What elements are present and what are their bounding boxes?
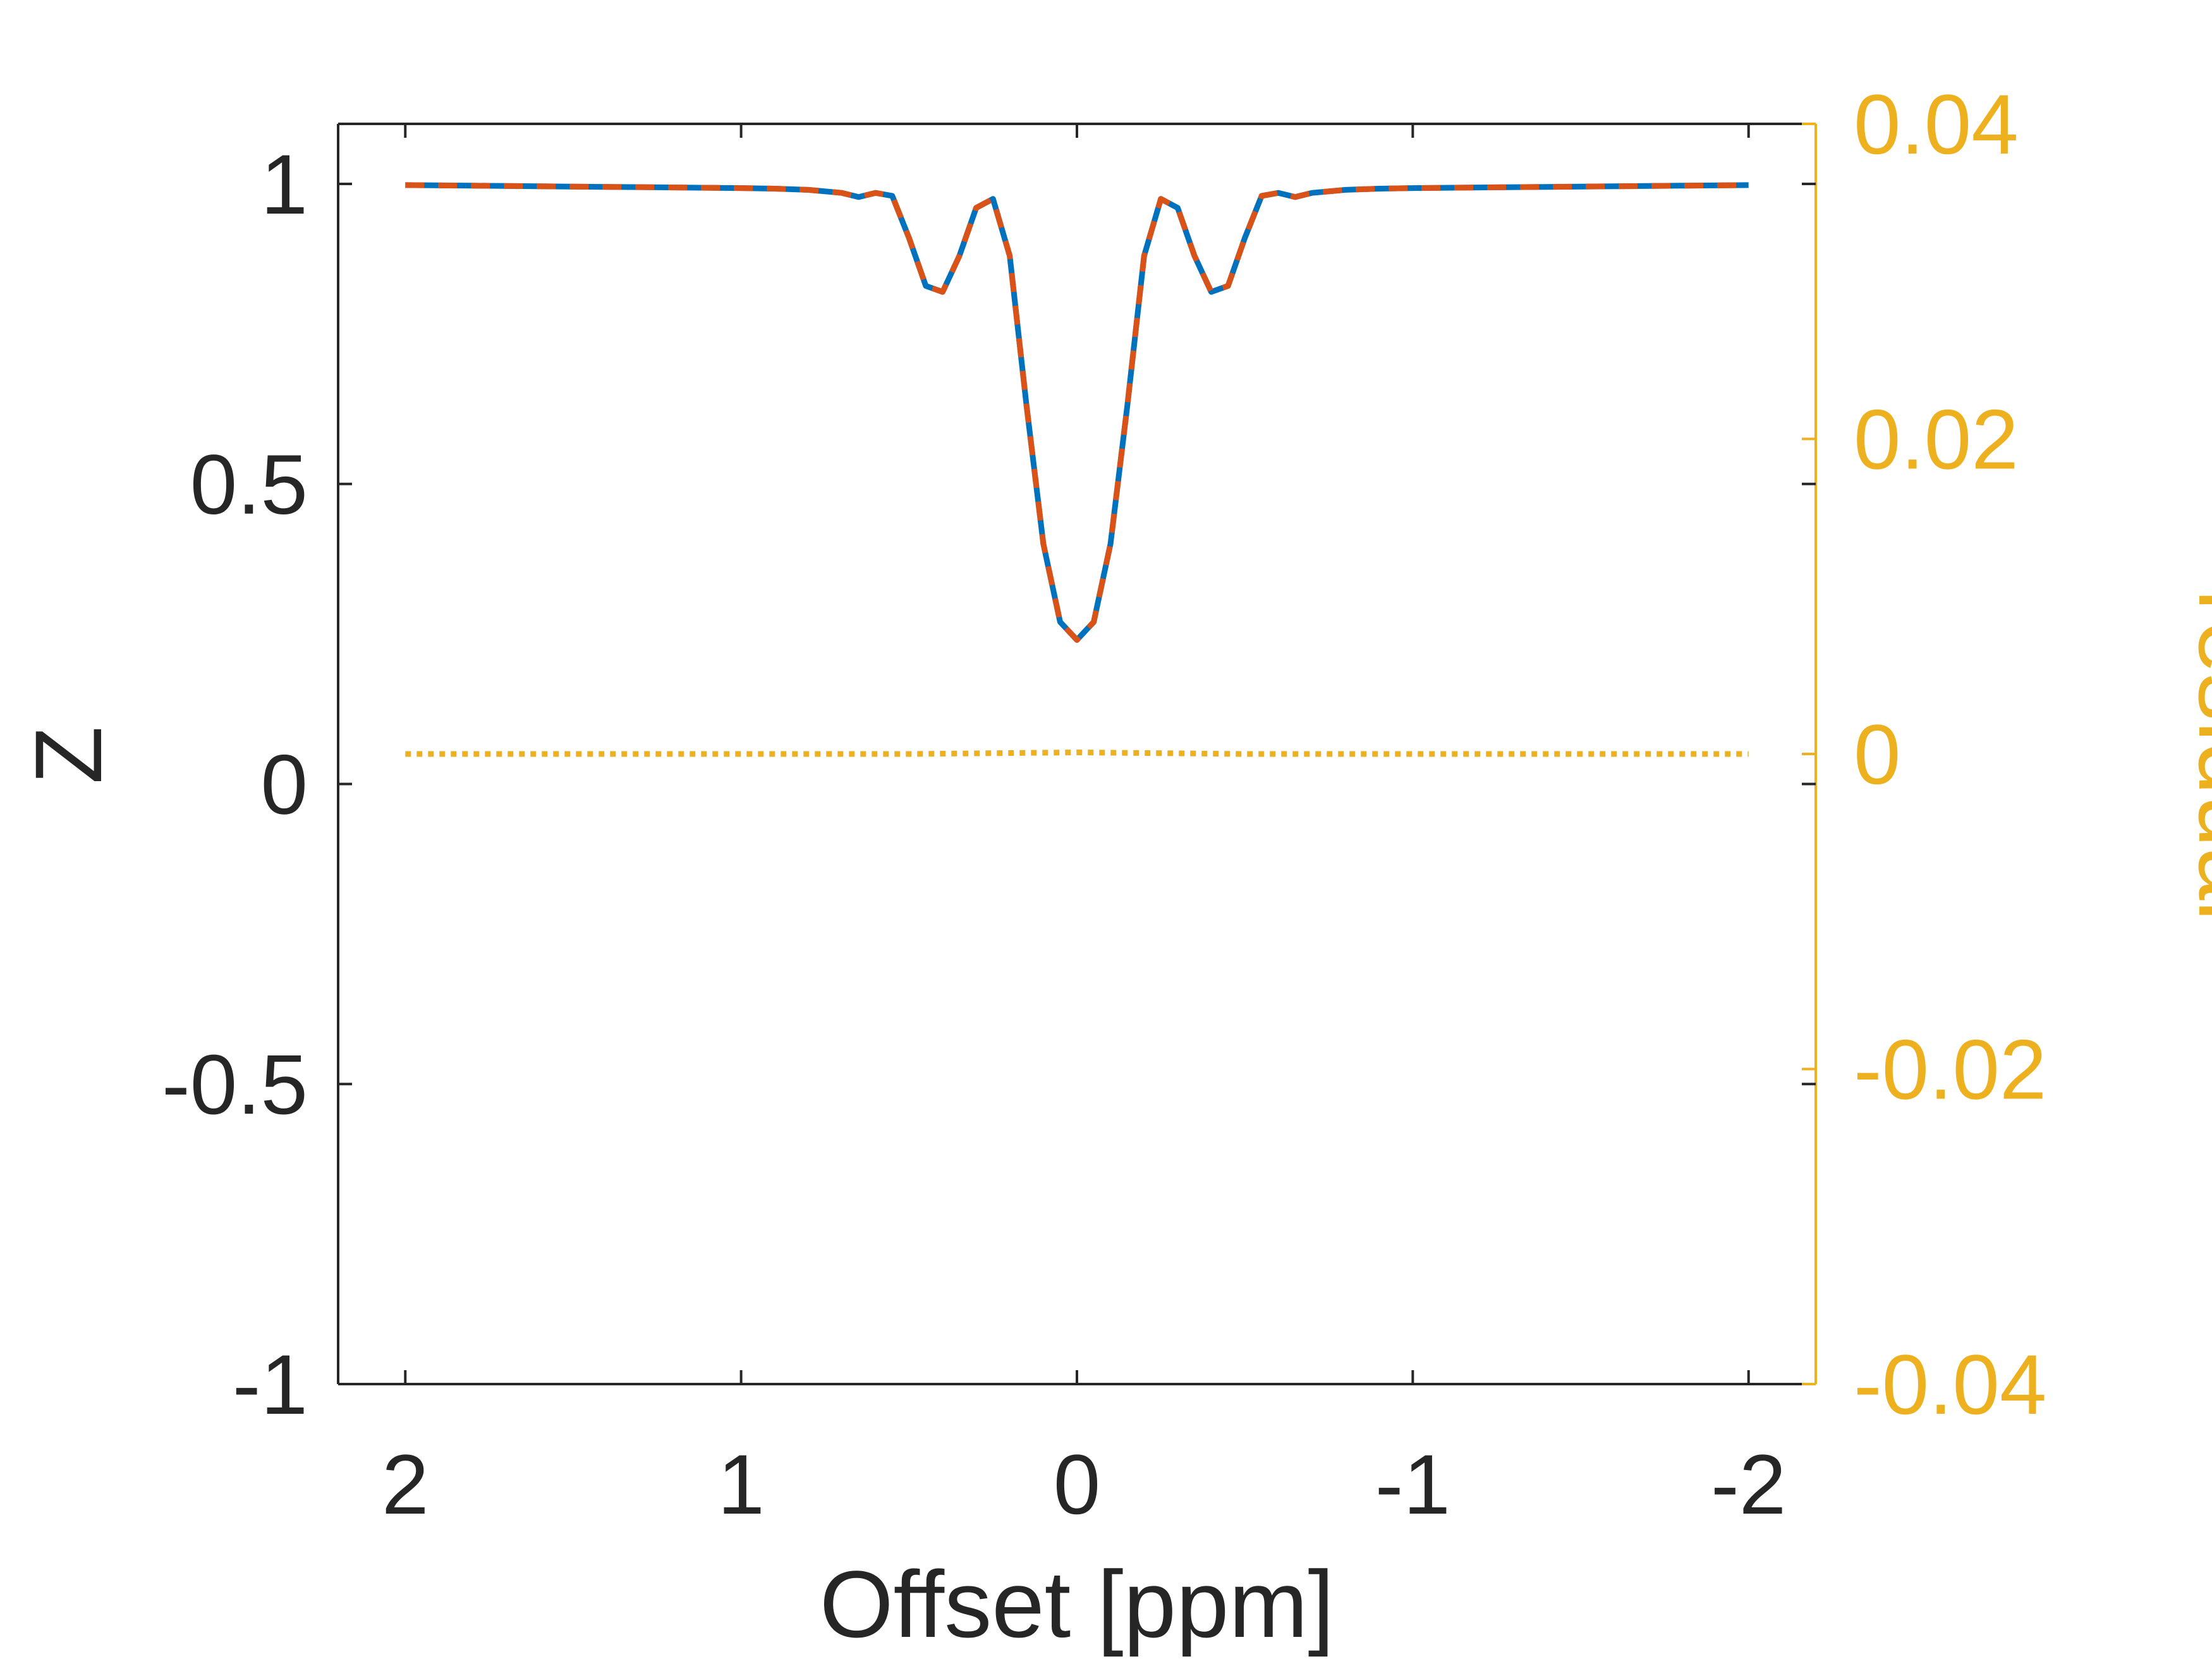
series-layer: [405, 182, 1749, 757]
x-tick-label: 0: [1054, 1438, 1101, 1532]
y-tick-label: 0.5: [190, 438, 308, 532]
x-tick-label: -2: [1711, 1438, 1786, 1532]
x-tick-label: -1: [1375, 1438, 1450, 1532]
y-axis-label: Z: [15, 726, 121, 784]
y-axis-ticks: 1 0.5 0 -0.5 -1: [162, 138, 1816, 1432]
y2-axis-label: residual: [2179, 589, 2212, 921]
y2-axis-ticks: 0.04 0.02 0 -0.02 -0.04: [1802, 78, 2046, 1432]
series-2-line: [405, 182, 1749, 643]
x-axis-label: Offset [ppm]: [820, 1551, 1334, 1657]
x-tick-label: 2: [382, 1438, 429, 1532]
y-tick-label: -0.5: [162, 1038, 308, 1132]
residual-line: [405, 749, 1749, 757]
y-tick-label: 0: [260, 738, 308, 832]
y2-tick-label: -0.02: [1854, 1023, 2046, 1117]
y2-tick-label: -0.04: [1854, 1338, 2046, 1432]
y2-tick-label: 0: [1854, 708, 1901, 802]
y-tick-label: -1: [233, 1338, 308, 1432]
y2-tick-label: 0.02: [1854, 393, 2019, 487]
series-1-line: [405, 182, 1749, 643]
x-axis-ticks: 2 1 0 -1 -2: [382, 124, 1786, 1532]
x-tick-label: 1: [717, 1438, 765, 1532]
y-tick-label: 1: [260, 138, 308, 232]
y2-tick-label: 0.04: [1854, 78, 2019, 172]
